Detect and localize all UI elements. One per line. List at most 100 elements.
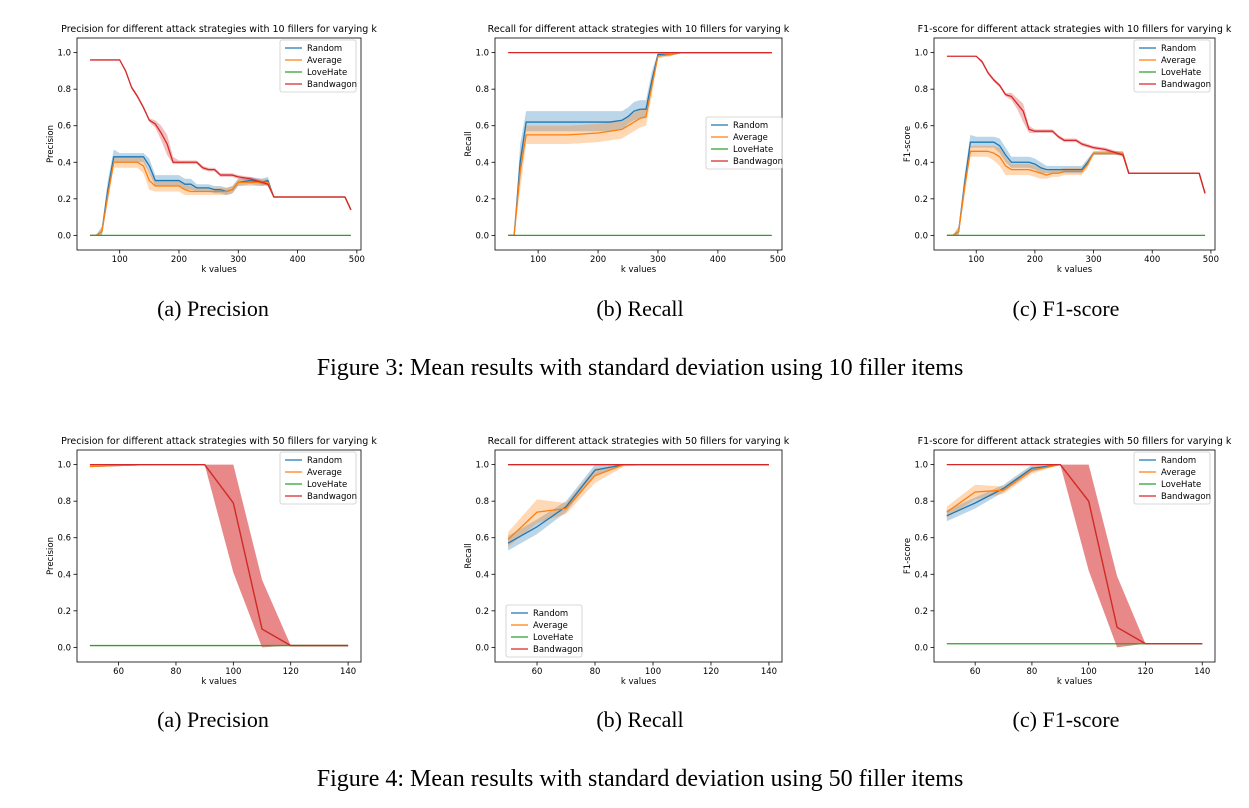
chart-title: F1-score for different attack strategies… — [918, 24, 1232, 35]
band-random — [90, 149, 351, 236]
series-line-random — [90, 156, 352, 237]
plot-area — [946, 463, 1203, 648]
legend: Random Average LoveHate Bandwagon — [505, 604, 583, 658]
series-line-bandwagon — [89, 463, 349, 647]
subcaption: (a) Precision — [157, 707, 269, 732]
chart-3: F1-score for different attack strategies… — [903, 24, 1232, 275]
x-tick-label: 140 — [1194, 667, 1210, 677]
x-tick-label: 300 — [230, 255, 246, 265]
legend-label-random: Random — [533, 609, 568, 619]
band-average — [90, 156, 351, 236]
y-tick-label: 0.4 — [475, 158, 489, 168]
series-line-bandwagon — [90, 59, 352, 211]
y-tick-label: 1.0 — [914, 49, 928, 59]
x-tick-label: 400 — [710, 255, 726, 265]
y-tick-label: 0.8 — [475, 497, 489, 507]
plot-area — [946, 55, 1206, 237]
y-tick-label: 0.2 — [57, 607, 71, 617]
x-tick-label: 100 — [225, 667, 241, 677]
legend-label-bandwagon: Bandwagon — [733, 157, 783, 167]
y-tick-label: 1.0 — [914, 461, 928, 471]
band-bandwagon — [946, 464, 1203, 648]
y-tick-label: 0.2 — [57, 195, 71, 205]
series-line-bandwagon — [946, 463, 1203, 645]
subcaption: (b) Recall — [596, 707, 683, 732]
legend-label-bandwagon: Bandwagon — [1161, 492, 1211, 502]
x-tick-label: 100 — [112, 255, 128, 265]
x-tick-label: 300 — [1085, 255, 1101, 265]
x-tick-label: 80 — [1027, 667, 1038, 677]
y-tick-label: 0.4 — [914, 158, 928, 168]
charts-layer: Precision for different attack strategie… — [46, 24, 1232, 732]
y-tick-label: 0.8 — [57, 497, 71, 507]
x-tick-label: 100 — [968, 255, 984, 265]
plot-area — [89, 463, 349, 648]
x-axis-label: k values — [1057, 677, 1093, 687]
legend: Random Average LoveHate Bandwagon — [279, 39, 357, 93]
y-tick-label: 0.6 — [57, 122, 71, 132]
x-axis-label: k values — [621, 677, 657, 687]
legend-label-lovehate: LoveHate — [533, 633, 573, 643]
x-tick-label: 300 — [650, 255, 666, 265]
y-tick-label: 1.0 — [475, 49, 489, 59]
legend-label-bandwagon: Bandwagon — [1161, 80, 1211, 90]
y-tick-label: 0.6 — [914, 534, 928, 544]
band-random — [508, 464, 769, 551]
series-line-average — [946, 150, 1206, 237]
y-tick-label: 0.6 — [57, 534, 71, 544]
x-axis-label: k values — [201, 677, 237, 687]
plot-area — [507, 463, 769, 551]
legend-box — [1133, 451, 1211, 505]
y-tick-label: 1.0 — [57, 461, 71, 471]
x-axis-label: k values — [1057, 265, 1093, 275]
legend-label-average: Average — [307, 56, 342, 66]
y-tick-label: 0.6 — [475, 122, 489, 132]
y-tick-label: 0.0 — [914, 643, 928, 653]
band-average — [508, 52, 772, 236]
y-tick-label: 0.0 — [475, 231, 489, 241]
x-tick-label: 200 — [1027, 255, 1043, 265]
plot-frame — [76, 449, 362, 663]
legend-box — [279, 451, 357, 505]
y-tick-label: 0.2 — [914, 195, 928, 205]
plot-frame — [933, 449, 1216, 663]
legend-label-lovehate: LoveHate — [307, 480, 347, 490]
subcaption: (b) Recall — [596, 296, 683, 321]
x-tick-label: 100 — [645, 667, 661, 677]
y-axis-label: Recall — [464, 543, 474, 568]
chart-2: Recall for different attack strategies w… — [464, 24, 790, 275]
y-axis-label: Precision — [46, 125, 56, 163]
subcaption: (a) Precision — [157, 296, 269, 321]
plot-frame — [494, 449, 783, 663]
figure-4-caption: Figure 4: Mean results with standard dev… — [317, 766, 964, 792]
chart-4: Precision for different attack strategie… — [46, 436, 377, 687]
x-tick-label: 140 — [340, 667, 356, 677]
y-tick-label: 0.4 — [914, 570, 928, 580]
legend-label-random: Random — [733, 121, 768, 131]
band-random — [946, 134, 1206, 236]
legend-label-bandwagon: Bandwagon — [307, 492, 357, 502]
legend-box — [705, 116, 783, 170]
y-axis-label: Recall — [464, 131, 474, 156]
y-tick-label: 0.0 — [475, 643, 489, 653]
chart-1: Precision for different attack strategie… — [46, 24, 377, 275]
x-tick-label: 500 — [349, 255, 365, 265]
y-tick-label: 0.8 — [475, 85, 489, 95]
legend: Random Average LoveHate Bandwagon — [1133, 451, 1211, 505]
y-tick-label: 1.0 — [475, 461, 489, 471]
y-tick-label: 0.2 — [914, 607, 928, 617]
y-axis-label: F1-score — [903, 126, 913, 162]
y-tick-label: 0.6 — [475, 534, 489, 544]
legend-box — [279, 39, 357, 93]
x-tick-label: 500 — [770, 255, 786, 265]
x-tick-label: 140 — [761, 667, 777, 677]
legend-label-lovehate: LoveHate — [307, 68, 347, 78]
x-axis-label: k values — [201, 265, 237, 275]
x-tick-label: 120 — [703, 667, 719, 677]
legend: Random Average LoveHate Bandwagon — [279, 451, 357, 505]
y-tick-label: 0.6 — [914, 122, 928, 132]
y-tick-label: 0.4 — [475, 570, 489, 580]
y-tick-label: 0.4 — [57, 570, 71, 580]
legend-label-random: Random — [1161, 44, 1196, 54]
chart-title: Recall for different attack strategies w… — [488, 436, 790, 447]
